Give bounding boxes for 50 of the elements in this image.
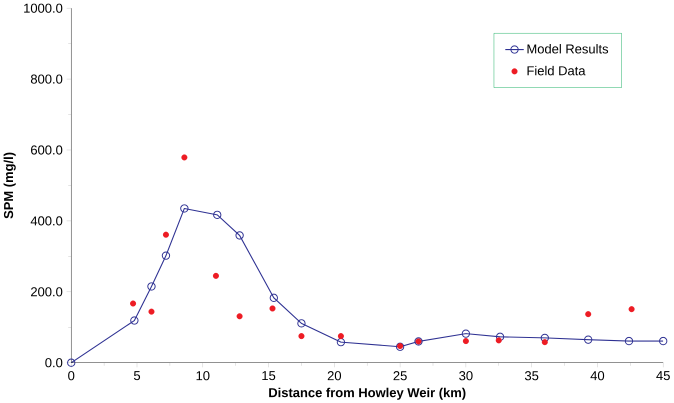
point bbox=[336, 338, 346, 346]
point bbox=[496, 337, 502, 344]
point bbox=[213, 210, 222, 219]
x-tick-label: 40 bbox=[590, 370, 604, 380]
x-tick-label: 30 bbox=[459, 370, 473, 380]
point bbox=[270, 293, 278, 302]
point bbox=[130, 316, 139, 324]
x-tick-label: 25 bbox=[394, 370, 407, 380]
x-tick-label: 10 bbox=[196, 370, 210, 380]
x-tick-label: 20 bbox=[328, 370, 342, 380]
y-tick-label: 400.0 bbox=[30, 216, 62, 226]
point bbox=[162, 231, 169, 238]
point bbox=[147, 282, 156, 290]
legend-label: Field Data bbox=[528, 66, 586, 76]
point bbox=[180, 204, 189, 212]
y-tick-label: 200.0 bbox=[31, 287, 62, 296]
point bbox=[584, 335, 592, 344]
point bbox=[298, 332, 304, 339]
point bbox=[462, 329, 470, 338]
x-tick-label: 5 bbox=[134, 370, 140, 380]
point bbox=[624, 336, 634, 346]
point bbox=[67, 358, 76, 367]
y-tick-label: 800.0 bbox=[30, 74, 62, 84]
point bbox=[212, 272, 219, 279]
point bbox=[297, 318, 306, 328]
point bbox=[269, 305, 276, 312]
y-axis-title: SPM (mg/l) bbox=[4, 152, 16, 218]
point bbox=[585, 310, 592, 317]
point bbox=[542, 338, 548, 345]
x-axis-title: Distance from Howley Weir (km) bbox=[269, 388, 466, 400]
x-tick-label: 0 bbox=[68, 370, 74, 380]
x-tick-label: 35 bbox=[524, 370, 538, 380]
point bbox=[462, 338, 469, 344]
x-tick-label: 15 bbox=[262, 370, 276, 380]
point bbox=[236, 313, 243, 320]
y-tick-label: 600.0 bbox=[31, 145, 62, 154]
y-tick-label: 0.0 bbox=[45, 358, 62, 368]
point bbox=[130, 300, 136, 306]
point bbox=[496, 332, 504, 341]
point bbox=[338, 332, 344, 339]
y-tick-label: 1000.0 bbox=[24, 3, 62, 13]
point bbox=[659, 336, 668, 346]
point bbox=[628, 306, 635, 312]
legend-label: Model Results bbox=[528, 44, 608, 54]
point bbox=[540, 334, 549, 342]
point bbox=[162, 251, 170, 260]
x-tick-label: 45 bbox=[656, 370, 670, 380]
point bbox=[148, 308, 154, 314]
point bbox=[181, 154, 188, 160]
point bbox=[235, 231, 244, 240]
